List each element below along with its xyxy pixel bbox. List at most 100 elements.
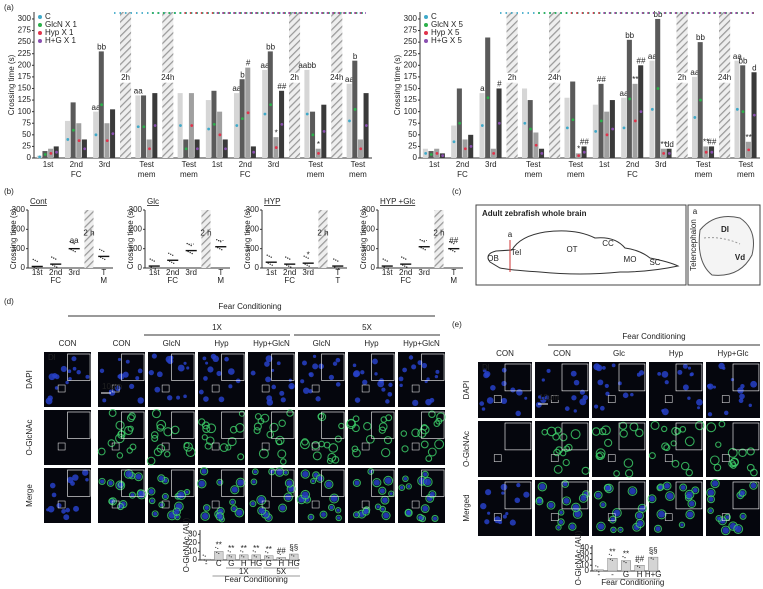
glcnac-signal	[128, 412, 136, 421]
x-sublabel: mem	[737, 170, 755, 179]
roi-box	[607, 395, 616, 403]
glcnac-signal	[379, 505, 387, 513]
glcnac-signal	[280, 458, 287, 465]
data-point	[650, 557, 652, 559]
data-point	[605, 133, 609, 137]
glcnac-signal	[299, 439, 310, 450]
roi-box	[57, 442, 66, 451]
nucleus	[185, 490, 189, 494]
data-point	[254, 551, 256, 553]
data-point	[662, 151, 666, 155]
glcnac-signal	[230, 505, 238, 513]
y-tick-label: 100	[12, 244, 26, 253]
value-label: **	[216, 541, 222, 550]
nucleus	[418, 515, 423, 520]
glcnac-signal	[126, 414, 135, 423]
data-point	[230, 556, 232, 558]
glcnac-signal	[546, 426, 557, 437]
data-point	[102, 257, 104, 260]
data-point	[652, 558, 654, 560]
glcnac-signal	[650, 420, 660, 430]
y-tick-label: 0	[21, 263, 26, 272]
roi-box	[57, 384, 66, 393]
glcnac-signal	[269, 422, 279, 433]
glcnac-signal	[401, 445, 409, 453]
data-point	[285, 256, 287, 258]
inset-box	[561, 481, 589, 510]
nucleus	[119, 483, 123, 487]
data-point	[215, 546, 217, 549]
nucleus	[687, 396, 691, 400]
y-tick-label: 200	[362, 224, 376, 233]
roi-box	[211, 442, 220, 451]
glcnac-signal	[653, 524, 663, 533]
x-sublabel: T	[335, 276, 340, 285]
data-point	[458, 121, 462, 125]
glcnac-signal	[115, 420, 125, 430]
nucleus	[312, 354, 317, 358]
glcnac-signal	[134, 472, 144, 482]
data-point	[69, 240, 71, 243]
nucleus	[601, 502, 605, 507]
value-label: a	[480, 84, 485, 93]
data-point	[243, 556, 245, 558]
value-label: ##	[449, 236, 458, 245]
column-label: CON	[59, 339, 77, 348]
data-point	[571, 118, 575, 122]
glcnac-signal	[656, 509, 667, 520]
nucleus	[216, 370, 222, 377]
nucleus	[321, 512, 326, 518]
value-label: b	[240, 70, 245, 79]
roi-box	[493, 395, 502, 403]
nucleus	[218, 396, 225, 403]
nucleus	[237, 479, 244, 486]
data-point	[72, 249, 74, 252]
region-label: OB	[487, 254, 499, 263]
glcnac-signal	[420, 504, 430, 514]
glcnac-signal	[206, 436, 215, 445]
glcnac-signal	[635, 428, 644, 438]
legend-label: Hyp X 5	[431, 28, 460, 37]
glcnac-signal	[661, 425, 668, 433]
value-label: §§	[649, 546, 658, 555]
data-point	[424, 151, 428, 155]
glcnac-signal	[229, 498, 236, 506]
data-point	[203, 559, 205, 561]
data-point	[55, 150, 58, 154]
x-tick-label: 1st	[599, 160, 610, 169]
inset-box	[618, 363, 646, 392]
data-point	[154, 268, 156, 270]
nucleus	[258, 507, 265, 514]
y-tick-label: 200	[12, 224, 26, 233]
data-point	[650, 107, 654, 111]
nucleus	[330, 495, 338, 502]
glcnac-signal	[715, 514, 723, 522]
nucleus	[76, 370, 81, 375]
glcnac-signal	[176, 490, 187, 501]
data-point	[207, 127, 211, 131]
x-sublabel: FC	[284, 276, 295, 285]
nucleus	[73, 505, 80, 512]
glcnac-signal	[422, 476, 433, 487]
glcnac-signal	[619, 429, 628, 438]
chart-title: HYP	[264, 197, 280, 206]
glcnac-signal	[724, 513, 731, 521]
x-sublabel: mem	[524, 170, 542, 179]
y-tick-label: 200	[246, 224, 260, 233]
nucleus	[686, 491, 693, 498]
glcnac-signal	[425, 493, 435, 503]
data-point	[637, 565, 639, 567]
legend-marker	[424, 23, 428, 27]
value-label: **	[746, 133, 752, 142]
nucleus	[217, 513, 223, 520]
chart-title: HYP +Glc	[380, 197, 415, 206]
glcnac-signal	[420, 440, 429, 449]
data-point	[625, 562, 627, 564]
section-outline	[698, 216, 754, 276]
inset-box	[171, 411, 195, 439]
nucleus	[563, 497, 570, 504]
glcnac-signal	[608, 515, 617, 524]
inset-box	[221, 353, 245, 381]
glcnac-signal	[315, 474, 325, 483]
hatch-band	[201, 210, 211, 268]
